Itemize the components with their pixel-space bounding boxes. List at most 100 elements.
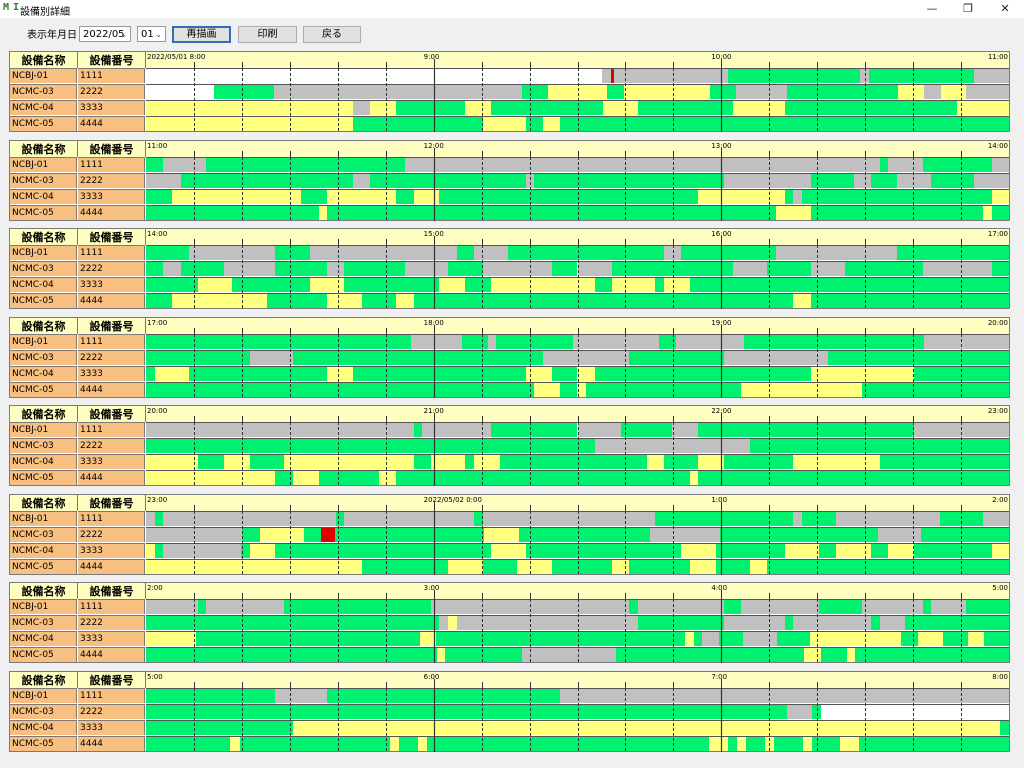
status-segment-running[interactable]: [396, 101, 466, 115]
status-segment-setup[interactable]: [379, 471, 397, 485]
equipment-timeline[interactable]: [146, 245, 1009, 260]
status-segment-running[interactable]: [810, 205, 984, 220]
equipment-timeline[interactable]: [146, 188, 1009, 204]
status-segment-stopped[interactable]: [146, 173, 181, 188]
status-segment-running[interactable]: [275, 543, 492, 558]
status-segment-running[interactable]: [399, 736, 419, 751]
status-segment-running[interactable]: [146, 350, 250, 365]
status-segment-setup[interactable]: [603, 101, 638, 115]
equipment-timeline[interactable]: [146, 116, 1009, 131]
status-segment-running[interactable]: [784, 101, 958, 115]
status-segment-setup[interactable]: [846, 648, 856, 662]
status-segment-running[interactable]: [197, 455, 224, 469]
status-segment-setup[interactable]: [517, 559, 552, 574]
status-segment-running[interactable]: [491, 423, 578, 437]
status-segment-stopped[interactable]: [146, 423, 414, 437]
status-segment-stopped[interactable]: [353, 101, 371, 115]
status-segment-stopped[interactable]: [577, 262, 613, 276]
status-segment-running[interactable]: [499, 455, 647, 469]
status-segment-running[interactable]: [146, 648, 437, 662]
status-segment-running[interactable]: [436, 632, 686, 646]
status-segment-running[interactable]: [870, 543, 889, 558]
status-segment-running[interactable]: [197, 600, 207, 614]
status-segment-running[interactable]: [214, 85, 275, 99]
restore-button[interactable]: ❐: [963, 2, 973, 15]
status-segment-stopped[interactable]: [888, 157, 923, 172]
status-segment-setup[interactable]: [793, 455, 880, 469]
status-segment-running[interactable]: [896, 246, 1009, 260]
status-segment-running[interactable]: [445, 648, 522, 662]
status-segment-setup[interactable]: [230, 736, 240, 751]
status-segment-setup[interactable]: [292, 720, 1001, 735]
status-segment-running[interactable]: [303, 527, 322, 542]
status-segment-nodata[interactable]: [146, 85, 215, 99]
status-segment-running[interactable]: [370, 173, 526, 188]
status-segment-stopped[interactable]: [735, 85, 787, 99]
status-segment-running[interactable]: [681, 246, 776, 260]
status-segment-stopped[interactable]: [786, 704, 813, 719]
status-segment-running[interactable]: [146, 246, 190, 260]
status-segment-stopped[interactable]: [732, 262, 768, 276]
status-segment-stopped[interactable]: [724, 173, 811, 188]
status-segment-stopped[interactable]: [206, 600, 285, 614]
status-segment-running[interactable]: [146, 294, 172, 308]
status-segment-running[interactable]: [689, 278, 1009, 292]
status-segment-running[interactable]: [242, 527, 260, 542]
status-segment-setup[interactable]: [897, 85, 924, 99]
status-segment-running[interactable]: [335, 527, 484, 542]
status-segment-running[interactable]: [612, 262, 733, 276]
status-segment-running[interactable]: [335, 511, 345, 526]
status-segment-running[interactable]: [720, 527, 878, 542]
status-segment-running[interactable]: [146, 157, 164, 172]
status-segment-running[interactable]: [812, 704, 821, 719]
status-segment-alarm[interactable]: [321, 527, 336, 542]
status-segment-stopped[interactable]: [672, 423, 699, 437]
status-segment-setup[interactable]: [146, 101, 354, 115]
status-segment-running[interactable]: [921, 527, 1009, 542]
status-segment-running[interactable]: [482, 559, 518, 574]
status-segment-stopped[interactable]: [743, 632, 777, 646]
equipment-timeline[interactable]: [146, 631, 1009, 646]
status-segment-running[interactable]: [845, 262, 923, 276]
status-segment-setup[interactable]: [810, 366, 915, 381]
status-segment-running[interactable]: [984, 632, 1009, 646]
status-segment-running[interactable]: [275, 471, 293, 485]
status-segment-setup[interactable]: [750, 559, 768, 574]
status-segment-stopped[interactable]: [223, 262, 276, 276]
status-segment-running[interactable]: [521, 85, 548, 99]
status-segment-running[interactable]: [914, 366, 1009, 381]
status-segment-stopped[interactable]: [922, 262, 992, 276]
status-segment-setup[interactable]: [663, 278, 690, 292]
status-segment-running[interactable]: [448, 262, 483, 276]
equipment-timeline[interactable]: [146, 719, 1009, 735]
equipment-timeline[interactable]: [146, 293, 1009, 308]
status-segment-running[interactable]: [462, 334, 488, 349]
status-segment-running[interactable]: [284, 600, 431, 614]
status-segment-running[interactable]: [698, 471, 1009, 485]
equipment-timeline[interactable]: [146, 438, 1009, 453]
status-segment-setup[interactable]: [525, 366, 552, 381]
status-segment-stopped[interactable]: [923, 334, 1009, 349]
status-segment-setup[interactable]: [888, 543, 915, 558]
status-segment-running[interactable]: [724, 600, 742, 614]
status-segment-setup[interactable]: [991, 189, 1009, 204]
equipment-timeline[interactable]: [146, 172, 1009, 188]
status-segment-setup[interactable]: [547, 85, 608, 99]
status-segment-setup[interactable]: [612, 278, 656, 292]
status-segment-stopped[interactable]: [741, 600, 820, 614]
status-segment-running[interactable]: [776, 632, 810, 646]
status-segment-stopped[interactable]: [482, 262, 552, 276]
status-segment-setup[interactable]: [917, 632, 943, 646]
status-segment-setup[interactable]: [448, 559, 483, 574]
status-segment-running[interactable]: [810, 173, 854, 188]
equipment-timeline[interactable]: [146, 84, 1009, 99]
status-segment-running[interactable]: [594, 278, 612, 292]
status-segment-running[interactable]: [146, 262, 164, 276]
status-segment-stopped[interactable]: [650, 527, 721, 542]
status-segment-running[interactable]: [586, 382, 742, 397]
status-segment-running[interactable]: [146, 704, 787, 719]
redraw-button[interactable]: 再描画: [172, 26, 231, 43]
status-segment-setup[interactable]: [473, 455, 500, 469]
status-segment-stopped[interactable]: [163, 511, 336, 526]
day-select[interactable]: 01 ⌄: [137, 26, 166, 42]
